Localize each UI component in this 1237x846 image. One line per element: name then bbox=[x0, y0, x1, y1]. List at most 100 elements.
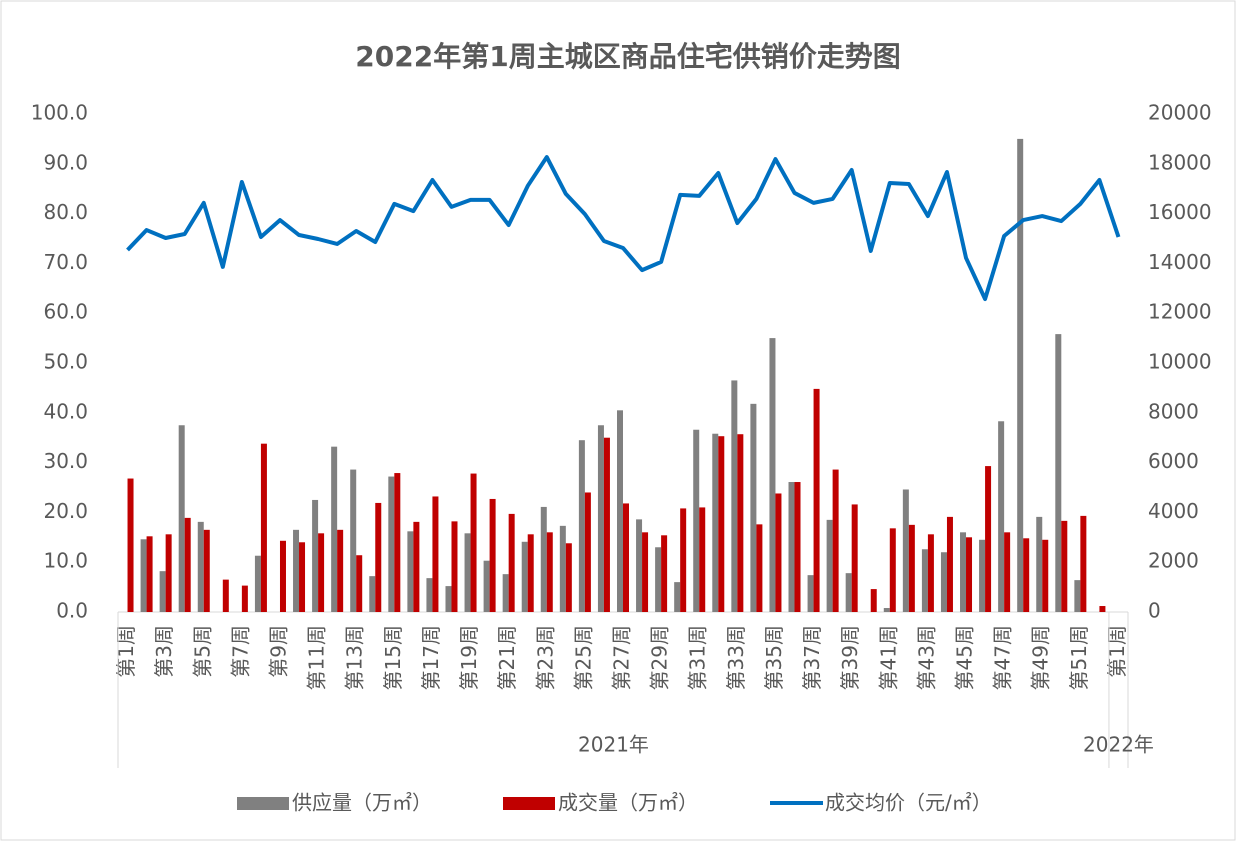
y-tick-label: 60.0 bbox=[43, 300, 88, 324]
bar bbox=[1074, 580, 1080, 612]
bar bbox=[242, 586, 248, 612]
bar bbox=[1061, 521, 1067, 612]
bar bbox=[350, 470, 356, 612]
bar bbox=[960, 532, 966, 612]
bar bbox=[1055, 334, 1061, 612]
x-tick-label: 第51周 bbox=[1067, 625, 1091, 690]
x-tick-label: 第7周 bbox=[228, 625, 252, 678]
y-tick-label: 100.0 bbox=[31, 101, 88, 125]
x-tick-label: 第29周 bbox=[648, 625, 672, 690]
bar bbox=[623, 503, 629, 612]
bar bbox=[547, 532, 553, 612]
bar bbox=[979, 540, 985, 612]
bar bbox=[299, 542, 305, 612]
bar bbox=[198, 522, 204, 612]
bar bbox=[426, 578, 432, 612]
bar bbox=[185, 518, 191, 612]
bar bbox=[471, 474, 477, 612]
bar bbox=[693, 430, 699, 612]
x-tick-label: 第15周 bbox=[381, 625, 405, 690]
y2-tick-label: 4000 bbox=[1148, 499, 1199, 523]
bar bbox=[1036, 517, 1042, 612]
bar bbox=[141, 539, 147, 612]
bar bbox=[833, 470, 839, 612]
bar bbox=[432, 496, 438, 612]
y-tick-label: 90.0 bbox=[43, 150, 88, 174]
bar bbox=[808, 575, 814, 612]
bar bbox=[1042, 540, 1048, 612]
bar bbox=[769, 338, 775, 612]
bar bbox=[1004, 532, 1010, 612]
y2-tick-label: 0 bbox=[1148, 599, 1161, 623]
x-tick-label: 第33周 bbox=[724, 625, 748, 690]
bar bbox=[655, 547, 661, 612]
bar bbox=[909, 525, 915, 612]
y2-tick-label: 20000 bbox=[1148, 101, 1212, 125]
bar bbox=[318, 533, 324, 612]
bar bbox=[375, 503, 381, 612]
bar bbox=[947, 517, 953, 612]
legend-label: 供应量（万㎡） bbox=[292, 791, 432, 815]
bar bbox=[509, 514, 515, 612]
y-tick-label: 30.0 bbox=[43, 449, 88, 473]
x-tick-label: 第13周 bbox=[343, 625, 367, 690]
x-tick-label: 第41周 bbox=[876, 625, 900, 690]
x-tick-label: 第47周 bbox=[991, 625, 1015, 690]
bar bbox=[1017, 139, 1023, 612]
group-label: 2022年 bbox=[1083, 733, 1154, 757]
bar bbox=[445, 586, 451, 612]
bar bbox=[922, 549, 928, 612]
bar bbox=[280, 541, 286, 612]
x-tick-label: 第37周 bbox=[800, 625, 824, 690]
bar bbox=[522, 542, 528, 612]
bar bbox=[750, 404, 756, 612]
bar bbox=[261, 444, 267, 612]
y2-tick-label: 8000 bbox=[1148, 399, 1199, 423]
bar bbox=[394, 473, 400, 612]
y-tick-label: 20.0 bbox=[43, 499, 88, 523]
bar bbox=[579, 440, 585, 612]
bar bbox=[756, 524, 762, 612]
chart-title: 2022年第1周主城区商品住宅供销价走势图 bbox=[355, 40, 900, 73]
x-tick-label: 第25周 bbox=[571, 625, 595, 690]
legend-label: 成交量（万㎡） bbox=[558, 791, 698, 815]
y2-tick-label: 18000 bbox=[1148, 150, 1212, 174]
bar bbox=[795, 482, 801, 612]
bar bbox=[598, 425, 604, 612]
x-tick-label: 第17周 bbox=[419, 625, 443, 690]
y-tick-label: 0.0 bbox=[56, 599, 88, 623]
bar bbox=[451, 521, 457, 612]
bar bbox=[699, 507, 705, 612]
bar bbox=[128, 479, 134, 612]
y-tick-label: 50.0 bbox=[43, 350, 88, 374]
y2-tick-label: 14000 bbox=[1148, 250, 1212, 274]
bar bbox=[312, 500, 318, 612]
bar bbox=[661, 535, 667, 612]
x-tick-label: 第45周 bbox=[953, 625, 977, 690]
legend-swatch bbox=[503, 797, 555, 810]
bar bbox=[731, 380, 737, 612]
bar bbox=[369, 576, 375, 612]
bar bbox=[1023, 538, 1029, 612]
y2-tick-label: 10000 bbox=[1148, 350, 1212, 374]
bar bbox=[179, 425, 185, 612]
y2-tick-label: 12000 bbox=[1148, 300, 1212, 324]
group-label: 2021年 bbox=[578, 733, 649, 757]
bar bbox=[255, 556, 261, 612]
y2-tick-label: 16000 bbox=[1148, 200, 1212, 224]
bar bbox=[827, 520, 833, 612]
x-tick-label: 第23周 bbox=[533, 625, 557, 690]
x-tick-label: 第21周 bbox=[495, 625, 519, 690]
x-tick-label: 第19周 bbox=[457, 625, 481, 690]
y2-tick-label: 2000 bbox=[1148, 549, 1199, 573]
bar bbox=[928, 534, 934, 612]
bar bbox=[712, 434, 718, 612]
bar bbox=[293, 530, 299, 612]
legend-label: 成交均价（元/㎡） bbox=[825, 791, 992, 815]
x-tick-label: 第39周 bbox=[838, 625, 862, 690]
bar bbox=[490, 499, 496, 612]
x-tick-label: 第11周 bbox=[305, 625, 329, 690]
bar bbox=[789, 482, 795, 612]
bar bbox=[337, 530, 343, 612]
bar bbox=[407, 531, 413, 612]
